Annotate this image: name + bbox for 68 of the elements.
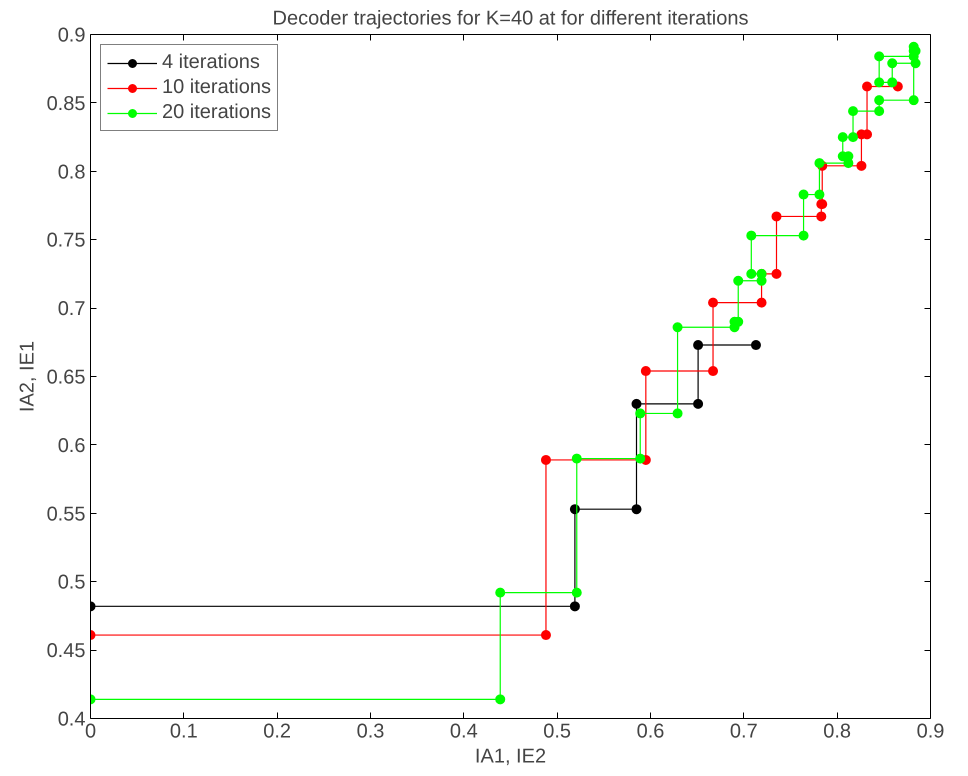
legend-label: 10 iterations xyxy=(162,76,271,99)
y-tick-label: 0.85 xyxy=(46,92,86,115)
point xyxy=(495,588,506,598)
point xyxy=(746,268,756,279)
point xyxy=(814,190,824,200)
point xyxy=(874,77,884,88)
y-tick-label: 0.5 xyxy=(58,572,86,594)
point xyxy=(798,190,809,200)
point xyxy=(635,454,646,464)
point xyxy=(540,454,551,465)
point xyxy=(572,454,582,464)
point xyxy=(838,132,848,142)
y-axis-title: IA2, IE1 xyxy=(16,340,39,412)
x-tick-label: 0.1 xyxy=(170,720,198,742)
point xyxy=(635,408,646,418)
legend-label: 4 iterations xyxy=(162,51,260,74)
point xyxy=(708,298,718,308)
point xyxy=(772,268,782,279)
point xyxy=(640,366,651,376)
x-axis-title: IA1, IE2 xyxy=(474,746,546,768)
point xyxy=(708,366,718,376)
point xyxy=(756,298,767,308)
point xyxy=(672,322,683,332)
point xyxy=(856,160,866,171)
y-tick-label: 0.75 xyxy=(46,230,86,252)
point xyxy=(874,51,884,62)
point xyxy=(746,230,756,241)
y-tick-label: 0.7 xyxy=(58,298,86,320)
point xyxy=(848,132,858,142)
y-tick-label: 0.65 xyxy=(46,366,86,388)
x-tick-label: 0.3 xyxy=(356,720,384,742)
point xyxy=(632,398,642,409)
point xyxy=(874,95,884,106)
point xyxy=(733,276,744,286)
point xyxy=(693,398,704,409)
x-tick-label: 0.7 xyxy=(730,720,758,742)
point xyxy=(540,630,551,640)
x-tick-label: 0.9 xyxy=(916,720,944,742)
y-tick-label: 0.8 xyxy=(58,161,86,184)
point xyxy=(570,601,580,612)
point xyxy=(572,588,582,598)
point xyxy=(814,158,824,168)
point xyxy=(848,106,858,116)
point xyxy=(672,408,683,418)
point xyxy=(772,211,782,222)
point xyxy=(693,340,704,350)
x-tick-label: 0 xyxy=(84,720,96,742)
x-tick-label: 0.6 xyxy=(636,720,664,742)
x-tick-label: 0.5 xyxy=(543,720,572,742)
point xyxy=(632,504,642,514)
y-tick-label: 0.45 xyxy=(46,640,86,662)
point xyxy=(887,58,898,68)
y-tick-label: 0.55 xyxy=(46,503,86,526)
point xyxy=(908,95,919,106)
point xyxy=(798,230,809,241)
point xyxy=(816,211,826,222)
point xyxy=(862,81,872,92)
point xyxy=(495,694,506,704)
point xyxy=(887,77,898,88)
chart-title: Decoder trajectories for K=40 at for different iterations xyxy=(272,8,749,30)
x-tick-label: 0.2 xyxy=(263,720,292,742)
y-tick-label: 0.6 xyxy=(58,434,86,457)
y-tick-label: 0.9 xyxy=(58,24,86,46)
x-tick-label: 0.8 xyxy=(823,720,852,742)
point xyxy=(750,340,761,350)
x-tick-label: 0.4 xyxy=(450,720,478,742)
point xyxy=(874,106,884,116)
legend-label: 20 iterations xyxy=(162,101,271,124)
